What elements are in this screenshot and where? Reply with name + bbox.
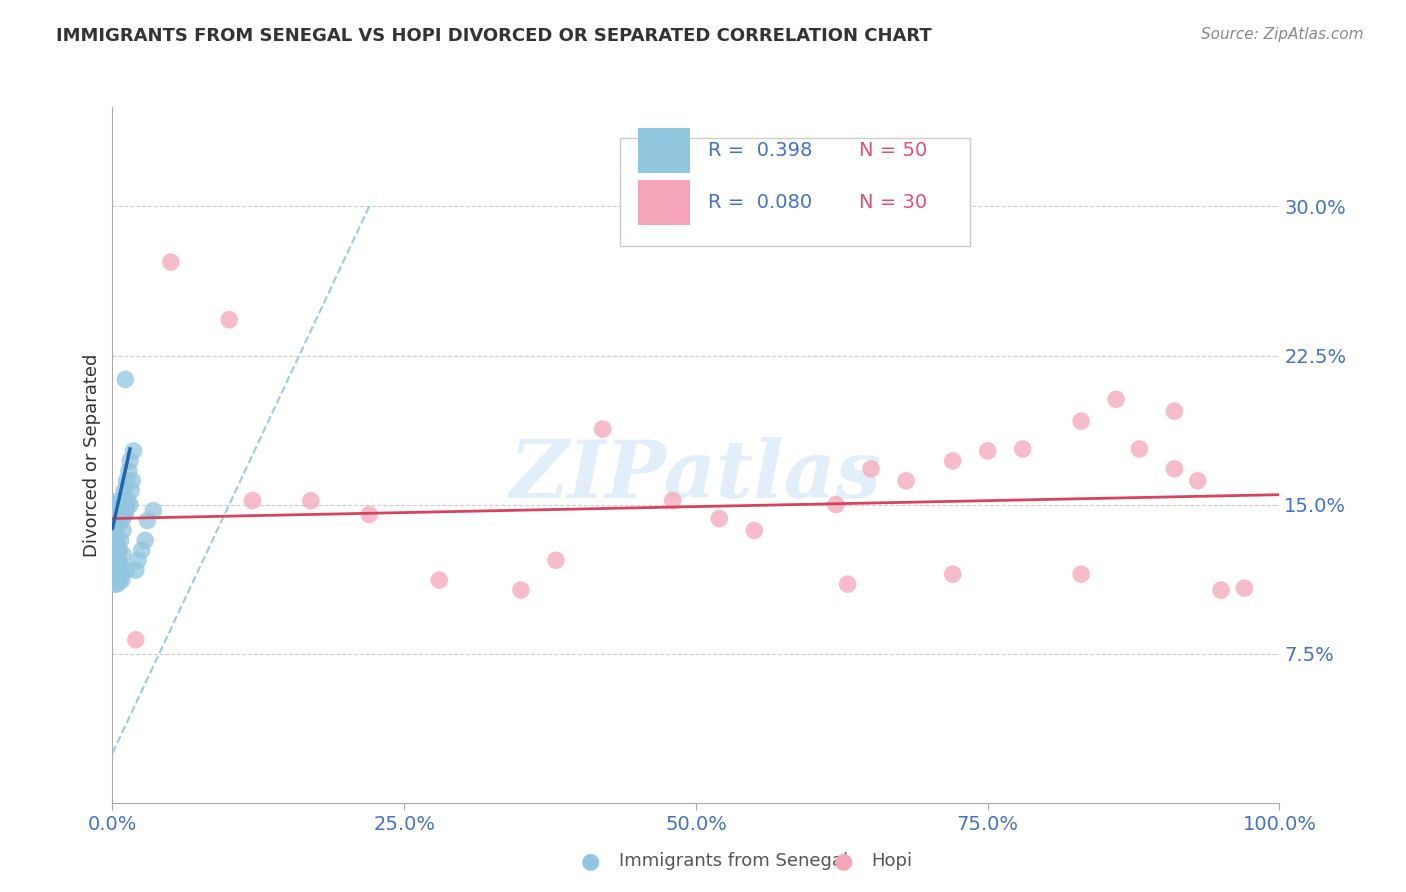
Point [118, 454, 141, 468]
Point [111, 514, 134, 528]
Point [110, 558, 132, 572]
Point [105, 517, 128, 532]
Point [114, 508, 136, 522]
Point [105, 547, 128, 561]
Point [242, 493, 264, 508]
Point [103, 577, 125, 591]
Point [427, 573, 450, 587]
Text: Hopi: Hopi [872, 852, 912, 870]
Point [111, 524, 134, 538]
Point [825, 498, 848, 512]
Point [136, 514, 159, 528]
Y-axis label: Divorced or Separated: Divorced or Separated [83, 353, 101, 557]
Point [117, 493, 139, 508]
Point [120, 483, 142, 498]
Point [1187, 474, 1209, 488]
Point [1128, 442, 1150, 456]
Point [115, 501, 138, 516]
Point [299, 493, 322, 508]
Point [105, 537, 128, 551]
Text: Source: ZipAtlas.com: Source: ZipAtlas.com [1201, 27, 1364, 42]
Bar [620, 138, 970, 246]
Point [104, 541, 127, 556]
Point [160, 255, 183, 269]
Point [111, 567, 134, 582]
Point [107, 493, 129, 508]
Point [942, 567, 965, 582]
Point [131, 543, 153, 558]
Point [108, 543, 131, 558]
Point [134, 533, 156, 548]
Point [111, 573, 134, 587]
Point [104, 524, 127, 538]
Point [112, 483, 135, 498]
Bar [638, 128, 690, 173]
Text: R =  0.080: R = 0.080 [707, 194, 811, 212]
Point [115, 474, 138, 488]
Point [122, 444, 145, 458]
Text: ●: ● [834, 851, 853, 871]
Point [107, 541, 129, 556]
Point [1105, 392, 1128, 407]
Point [544, 553, 567, 567]
Point [108, 573, 131, 587]
Point [1070, 567, 1092, 582]
Text: ●: ● [581, 851, 600, 871]
Point [661, 493, 683, 508]
Point [110, 533, 132, 548]
Point [1209, 583, 1232, 598]
Point [1163, 404, 1185, 418]
Point [218, 312, 240, 326]
Text: N = 30: N = 30 [859, 194, 928, 212]
Point [837, 577, 859, 591]
Point [103, 498, 125, 512]
Point [107, 563, 129, 577]
Point [104, 514, 127, 528]
Bar [638, 180, 690, 226]
Point [107, 553, 129, 567]
Point [104, 537, 127, 551]
Point [976, 444, 998, 458]
Point [742, 524, 765, 538]
Point [105, 577, 128, 591]
Point [118, 498, 141, 512]
Point [104, 558, 127, 572]
Text: ZIPatlas: ZIPatlas [510, 437, 882, 515]
Point [894, 474, 917, 488]
Point [104, 527, 127, 541]
Text: Immigrants from Senegal: Immigrants from Senegal [619, 852, 848, 870]
Point [1233, 581, 1256, 595]
Point [115, 563, 138, 577]
Point [509, 583, 531, 598]
Text: R =  0.398: R = 0.398 [707, 141, 813, 160]
Point [111, 547, 134, 561]
Text: IMMIGRANTS FROM SENEGAL VS HOPI DIVORCED OR SEPARATED CORRELATION CHART: IMMIGRANTS FROM SENEGAL VS HOPI DIVORCED… [56, 27, 932, 45]
Point [103, 508, 125, 522]
Point [1070, 414, 1092, 428]
Point [942, 454, 965, 468]
Point [104, 567, 127, 582]
Point [709, 511, 731, 525]
Point [142, 503, 165, 517]
Point [112, 503, 135, 517]
Point [118, 464, 141, 478]
Point [1163, 462, 1185, 476]
Point [127, 553, 149, 567]
Point [121, 474, 143, 488]
Point [114, 372, 136, 386]
Point [859, 462, 883, 476]
Point [359, 508, 381, 522]
Point [108, 563, 131, 577]
Text: N = 50: N = 50 [859, 141, 928, 160]
Point [125, 632, 148, 647]
Point [104, 501, 127, 516]
Point [1011, 442, 1033, 456]
Point [104, 533, 127, 548]
Point [125, 563, 148, 577]
Point [592, 422, 614, 436]
